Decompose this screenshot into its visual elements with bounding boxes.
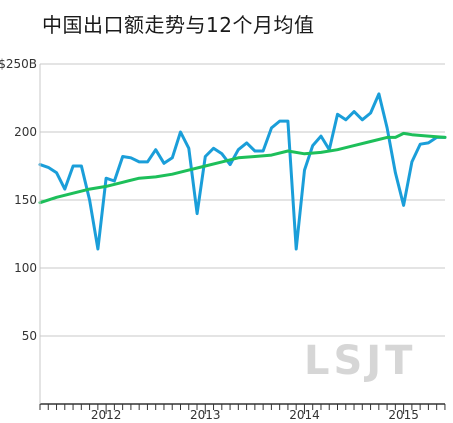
- y-tick-label: 50: [22, 329, 37, 343]
- series-line-exports: [38, 92, 447, 251]
- y-tick-labels: $250B 200 150 100 50: [0, 57, 37, 343]
- y-tick-label: 100: [14, 261, 37, 275]
- y-tick-label: 200: [14, 125, 37, 139]
- x-axis: 2012 2013 2014 2015: [39, 64, 446, 422]
- x-tick-label: 2015: [388, 408, 419, 422]
- x-tick-label: 2012: [91, 408, 122, 422]
- chart-title: 中国出口额走势与12个月均值: [42, 13, 315, 37]
- y-tick-label: 150: [14, 193, 37, 207]
- series-line-12-month-average: [38, 131, 447, 205]
- y-tick-label: $250B: [0, 57, 37, 71]
- series-lines: [38, 92, 447, 251]
- watermark: LSJT: [304, 338, 416, 384]
- x-tick-label: 2013: [190, 408, 221, 422]
- grid-lines: [40, 63, 445, 337]
- x-tick-label: 2014: [289, 408, 320, 422]
